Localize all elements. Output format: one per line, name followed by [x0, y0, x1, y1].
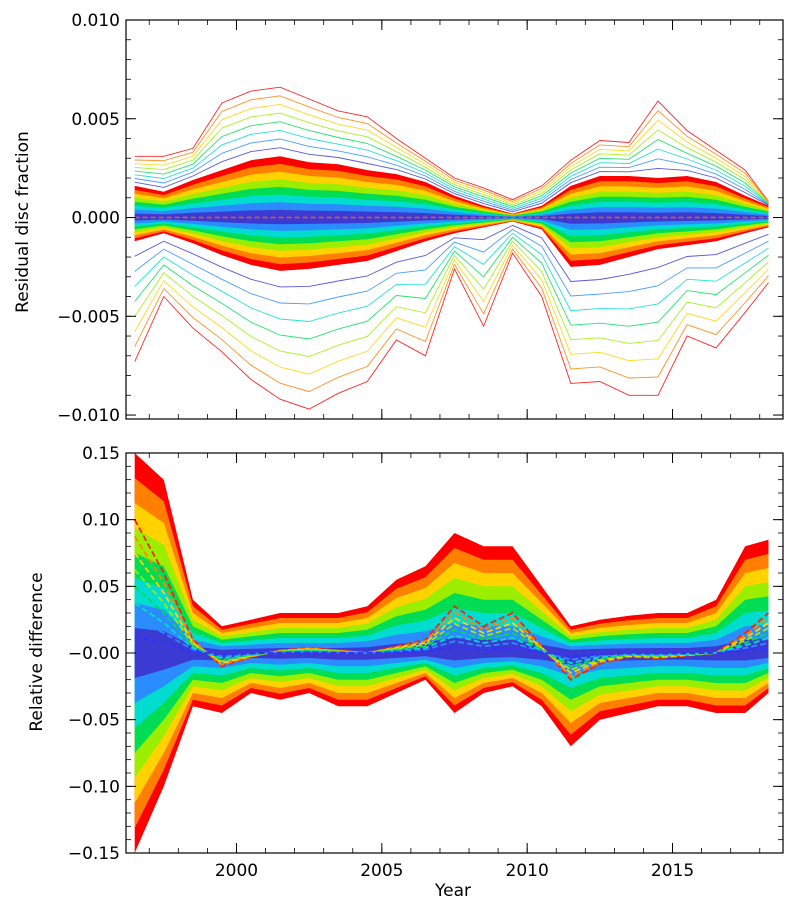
- dashed-series-7: [134, 635, 769, 658]
- outlier-line-lower-0: [134, 252, 769, 410]
- outlier-line-upper-2: [134, 103, 769, 204]
- band-7: [134, 628, 769, 678]
- ytick-label: 0.000: [71, 209, 120, 229]
- ytick-label: −0.15: [68, 844, 120, 864]
- outlier-line-upper-4: [134, 121, 769, 208]
- ytick-label: −0.010: [57, 406, 120, 426]
- ytick-label: −0.00: [68, 644, 120, 664]
- xtick-label: 2005: [360, 861, 403, 881]
- outlier-line-upper-3: [134, 112, 769, 206]
- ytick-label: 0.05: [82, 577, 120, 597]
- xtick-label: 2015: [651, 861, 694, 881]
- bottom-xlabel: Year: [434, 881, 471, 901]
- ytick-label: −0.10: [68, 777, 120, 797]
- axes-frame: [125, 19, 784, 420]
- outlier-line-lower-7: [134, 224, 769, 288]
- outlier-line-lower-4: [134, 236, 769, 340]
- ytick-label: −0.005: [57, 307, 120, 327]
- top-ylabel: Residual disc fraction: [13, 131, 33, 313]
- bottom-panel: −0.15 −0.10 −0.05 −0.00 0.05 0.10 0.15 2000 2005…: [68, 444, 784, 881]
- outlier-line-upper-0: [134, 86, 769, 202]
- outlier-line-upper-6: [134, 138, 769, 211]
- outlier-line-lower-1: [134, 248, 769, 393]
- outlier-line-lower-6: [134, 228, 769, 305]
- plot-area: [133, 453, 770, 853]
- ytick-label: 0.15: [82, 444, 120, 464]
- xtick-label: 2000: [215, 861, 258, 881]
- bottom-ylabel: Relative difference: [27, 572, 47, 731]
- ytick-label: −0.05: [68, 711, 120, 731]
- top-panel: −0.010 −0.005 0.000 0.005 0.010: [57, 11, 784, 426]
- outlier-line-lower-5: [134, 232, 769, 322]
- ytick-label: 0.10: [82, 511, 120, 531]
- outlier-line-upper-1: [134, 95, 769, 203]
- outlier-line-lower-2: [134, 244, 769, 375]
- xtick-label: 2010: [506, 861, 549, 881]
- outlier-line-upper-7: [134, 147, 769, 213]
- ytick-label: 0.005: [71, 110, 120, 130]
- ytick-label: 0.010: [71, 11, 120, 31]
- outlier-line-upper-5: [134, 129, 769, 209]
- plot-area: [134, 86, 769, 410]
- dashed-series-0: [133, 519, 770, 681]
- outlier-line-lower-3: [134, 240, 769, 357]
